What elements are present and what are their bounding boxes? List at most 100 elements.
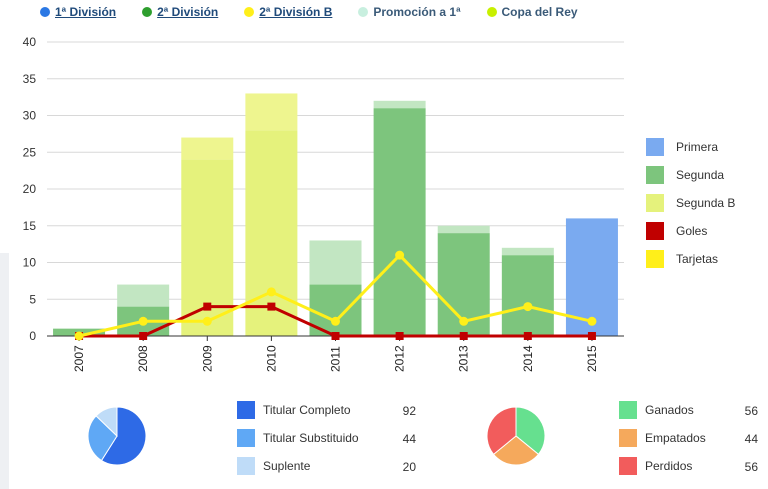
x-tick-label: 2011 [329, 346, 343, 372]
legend-dot-icon [486, 7, 497, 17]
top-legend-item-copa-del-rey[interactable]: Copa del Rey [486, 5, 578, 19]
point-goles-2009[interactable] [203, 302, 212, 311]
legend-item-goles[interactable]: Goles [646, 222, 707, 240]
slice-titular-substituido[interactable] [87, 415, 118, 462]
pie-legend-item-empatados: Empatados [619, 429, 706, 447]
legend-dot-icon [40, 7, 50, 17]
legend-swatch [619, 429, 637, 447]
point-goles-2008[interactable] [139, 332, 148, 340]
legend-item-primera[interactable]: Primera [646, 138, 718, 156]
top-legend-label: 1ª División [55, 5, 117, 19]
legend-label: Segunda [676, 168, 725, 182]
y-tick-label: 10 [23, 256, 37, 270]
legend-swatch [646, 222, 664, 240]
y-tick-label: 5 [29, 292, 36, 306]
top-legend-label: 2ª División B [259, 5, 333, 19]
top-legend-item-1-division[interactable]: 1ª División [40, 5, 116, 19]
y-tick-label: 30 [23, 109, 37, 123]
point-tarjetas-2010[interactable] [266, 287, 276, 297]
x-tick-label: 2010 [264, 345, 278, 372]
top-legend-item-2-division[interactable]: 2ª División [142, 5, 218, 19]
slice-titular-completo[interactable] [100, 406, 147, 466]
bar-segunda-2014[interactable] [501, 255, 554, 336]
top-legend-label: Promoción a 1ª [373, 5, 461, 19]
slice-empatados[interactable] [492, 435, 540, 466]
pie-legend-value: 44 [744, 432, 758, 446]
pie-legend-item-titular-substituido: Titular Substituido [237, 429, 359, 447]
point-tarjetas-2008[interactable] [138, 316, 148, 326]
pie-legend-value: 56 [744, 460, 758, 474]
pie-legend-label: Empatados [645, 431, 706, 445]
legend-swatch [237, 457, 255, 475]
x-tick-label: 2009 [200, 345, 214, 372]
left-edge-strip [0, 253, 9, 489]
pie-legend-item-suplente: Suplente [237, 457, 310, 475]
point-tarjetas-2011[interactable] [331, 316, 340, 326]
legend-dot-icon [142, 7, 153, 17]
legend-dot-icon [244, 7, 255, 17]
bar-stack-3-2008[interactable] [117, 284, 170, 307]
bar-stack-4-2010[interactable] [245, 93, 298, 131]
top-legend-label: Copa del Rey [501, 5, 578, 19]
main-bar-line-chart: 0 5 10 15 20 25 30 35 40 2007 2008 2009 2010 2011 2012… [23, 35, 624, 372]
y-tick-label: 20 [23, 182, 37, 196]
point-tarjetas-2012[interactable] [395, 250, 405, 260]
x-tick-label: 2015 [585, 345, 599, 372]
point-tarjetas-2015[interactable] [587, 316, 597, 326]
legend-label: Primera [676, 140, 719, 154]
bar-segunda-b-2010[interactable] [245, 130, 298, 336]
x-tick-label: 2013 [457, 345, 471, 372]
legend-item-segunda-b[interactable]: Segunda B [646, 194, 735, 212]
y-tick-label: 35 [23, 72, 37, 86]
pie-legend-item-ganados: Ganados [619, 401, 694, 419]
pie-legend-item-perdidos: Perdidos [619, 457, 692, 475]
pie-legend-label: Titular Substituido [263, 431, 359, 445]
legend-swatch [619, 457, 637, 475]
point-goles-2012[interactable] [395, 332, 404, 340]
legend-dot-icon [358, 7, 369, 17]
point-goles-2015[interactable] [587, 332, 596, 340]
bar-stack-3-2013[interactable] [437, 225, 490, 234]
point-goles-2011[interactable] [331, 332, 340, 340]
results-pie-chart [486, 406, 546, 466]
slice-ganados[interactable] [515, 406, 546, 456]
point-goles-2010[interactable] [267, 302, 276, 311]
bar-stack-4-2009[interactable] [181, 137, 234, 160]
bar-stack-3-2012[interactable] [373, 100, 426, 109]
point-tarjetas-2007[interactable] [74, 331, 84, 341]
legend-swatch [619, 401, 637, 419]
pie-legend-label: Ganados [645, 403, 694, 417]
legend-swatch [646, 166, 664, 184]
bar-stack-3-2011[interactable] [309, 240, 362, 285]
pie-legend-label: Titular Completo [263, 403, 351, 417]
pie-legend-value: 56 [744, 404, 758, 418]
point-tarjetas-2009[interactable] [202, 316, 212, 326]
pie-legend-label: Suplente [263, 459, 311, 473]
top-legend: 1ª División 2ª División 2ª División B Promo… [40, 3, 604, 21]
legend-swatch [646, 194, 664, 212]
point-tarjetas-2014[interactable] [523, 302, 533, 312]
top-legend-item-promocion-a-1[interactable]: Promoción a 1ª [358, 5, 461, 19]
top-legend-item-2-division-b[interactable]: 2ª División B [244, 5, 332, 19]
bar-segunda-2012[interactable] [373, 108, 426, 337]
pie-legend-value: 92 [402, 404, 416, 418]
legend-swatch [237, 429, 255, 447]
point-goles-2013[interactable] [459, 332, 468, 340]
legend-swatch [646, 250, 664, 268]
slice-perdidos[interactable] [486, 406, 517, 456]
point-tarjetas-2013[interactable] [459, 316, 469, 326]
bar-stack-3-2014[interactable] [501, 247, 554, 256]
appearances-pie-chart [87, 406, 147, 466]
legend-swatch [646, 138, 664, 156]
point-goles-2014[interactable] [523, 332, 532, 340]
y-tick-label: 40 [23, 35, 37, 49]
legend-label: Goles [676, 224, 708, 238]
pie-legend-item-titular-completo: Titular Completo [237, 401, 351, 419]
x-tick-label: 2008 [136, 345, 150, 372]
slice-suplente[interactable] [95, 406, 118, 438]
y-tick-label: 0 [29, 329, 36, 343]
legend-item-segunda[interactable]: Segunda [646, 166, 724, 184]
x-tick-label: 2007 [72, 345, 86, 372]
pie-legend-value: 20 [402, 460, 416, 474]
legend-item-tarjetas[interactable]: Tarjetas [646, 250, 718, 268]
